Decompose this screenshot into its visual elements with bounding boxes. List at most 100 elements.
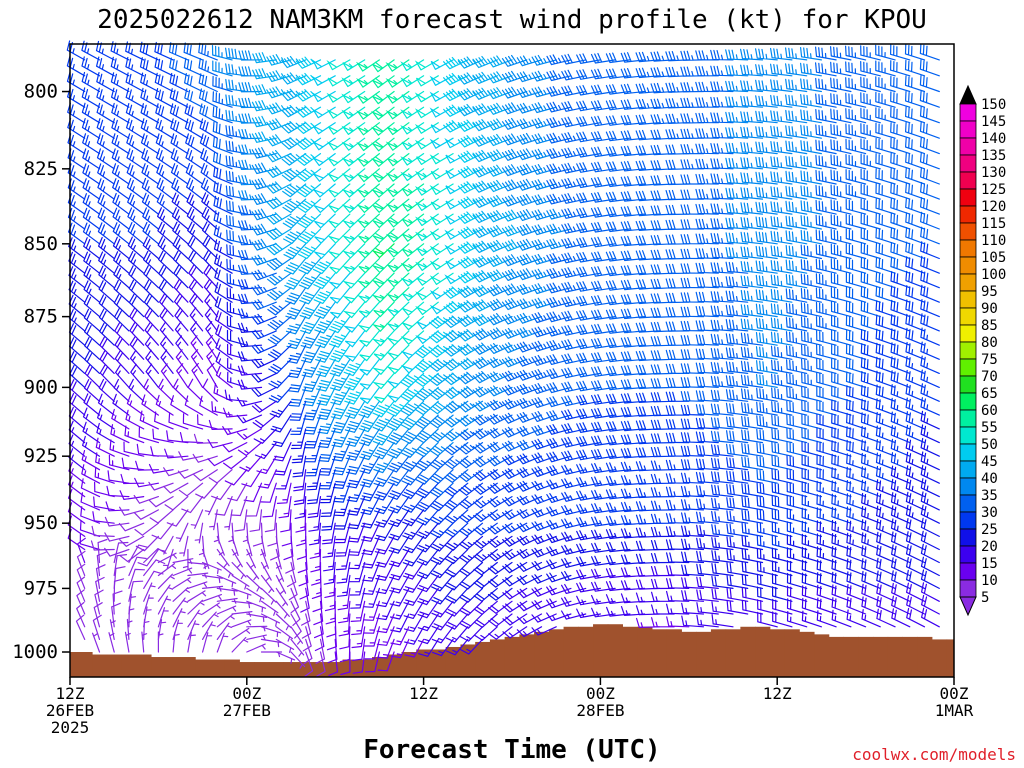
- wind-barb: [666, 578, 690, 589]
- terrain-column: [475, 641, 491, 677]
- wind-barb: [516, 253, 543, 266]
- wind-barb: [271, 428, 292, 447]
- wind-barb: [710, 305, 734, 318]
- wind-barb: [360, 482, 380, 502]
- wind-barb: [487, 284, 513, 297]
- wind-barb: [726, 416, 749, 430]
- terrain-column: [534, 631, 550, 677]
- wind-barb: [516, 397, 543, 409]
- wind-barb: [576, 517, 601, 528]
- wind-barb: [665, 486, 690, 498]
- wind-barb: [202, 611, 219, 628]
- wind-barb: [444, 522, 469, 538]
- wind-barb: [236, 414, 263, 424]
- wind-barb: [681, 577, 705, 589]
- wind-barb: [149, 509, 174, 524]
- wind-barb: [401, 496, 425, 513]
- terrain-column: [607, 624, 623, 677]
- wind-barb: [104, 532, 130, 542]
- wind-barb: [415, 482, 439, 499]
- wind-barb: [650, 129, 675, 140]
- wind-barb: [162, 548, 174, 570]
- wind-barb: [635, 205, 660, 217]
- wind-barb: [531, 148, 557, 160]
- wind-barb: [919, 75, 940, 93]
- terrain-column: [887, 636, 903, 677]
- wind-barb: [487, 509, 513, 521]
- wind-barb: [104, 516, 130, 527]
- wind-barb: [650, 460, 675, 471]
- wind-barb: [198, 73, 218, 93]
- wind-barb: [110, 41, 130, 61]
- wind-barb: [905, 504, 926, 524]
- terrain-column: [489, 639, 506, 677]
- wind-barb: [430, 561, 454, 579]
- wind-barb: [680, 82, 705, 93]
- wind-barb: [158, 250, 174, 274]
- wind-barb: [223, 455, 248, 470]
- wind-barb: [172, 567, 193, 577]
- wind-barb: [183, 42, 204, 61]
- wind-barb: [756, 387, 778, 402]
- wind-barb: [830, 287, 852, 303]
- wind-barb: [800, 170, 822, 185]
- wind-barb: [98, 236, 115, 260]
- wind-barb: [260, 638, 282, 648]
- wind-barb: [546, 208, 572, 220]
- wind-barb: [815, 93, 837, 108]
- wind-barb: [635, 392, 660, 403]
- wind-barb: [516, 548, 543, 559]
- wind-barb: [755, 186, 778, 200]
- wind-barb: [286, 330, 307, 350]
- wind-barb: [816, 520, 837, 537]
- wind-barb: [860, 92, 881, 108]
- wind-barb: [875, 479, 896, 498]
- wind-barb: [695, 390, 719, 402]
- wind-barb: [590, 176, 616, 188]
- wind-barb: [816, 372, 837, 388]
- wind-barb: [695, 445, 719, 457]
- wind-barb: [157, 573, 175, 589]
- wind-barb: [816, 427, 837, 444]
- wind-barb: [444, 228, 469, 240]
- wind-barb: [143, 293, 159, 318]
- wind-barb: [665, 278, 690, 289]
- wind-barb: [386, 122, 410, 136]
- wind-barb: [620, 434, 646, 445]
- wind-barb: [740, 64, 764, 77]
- wind-barb: [756, 548, 778, 564]
- wind-barb: [800, 215, 822, 230]
- wind-barb: [890, 242, 911, 260]
- wind-barb: [516, 600, 543, 612]
- wind-barb: [905, 227, 926, 245]
- wind-barb: [531, 560, 557, 571]
- wind-barb: [831, 371, 852, 388]
- wind-barb: [696, 498, 719, 511]
- wind-barb: [860, 314, 881, 332]
- wind-barb: [905, 285, 926, 303]
- wind-barb: [134, 522, 159, 536]
- wind-barb: [429, 455, 454, 471]
- wind-barb: [516, 574, 543, 586]
- wind-barb: [920, 569, 940, 589]
- wind-barb: [81, 450, 101, 471]
- wind-barb: [620, 461, 646, 472]
- wind-barb: [429, 90, 454, 102]
- wind-barb: [741, 402, 764, 416]
- wind-barb: [740, 246, 764, 260]
- wind-barb: [816, 533, 837, 551]
- wind-barb: [770, 156, 793, 170]
- wind-barb: [695, 188, 719, 200]
- wind-barb: [815, 301, 837, 318]
- terrain-column: [372, 657, 388, 677]
- wind-barb: [620, 279, 646, 291]
- wind-barb: [416, 535, 439, 553]
- wind-barb: [605, 393, 631, 405]
- wind-barb: [591, 435, 616, 446]
- wind-barb: [920, 397, 940, 416]
- wind-barb: [266, 150, 292, 163]
- colorbar-swatch: [959, 341, 977, 360]
- wind-barb: [921, 594, 940, 615]
- wind-barb: [159, 293, 174, 318]
